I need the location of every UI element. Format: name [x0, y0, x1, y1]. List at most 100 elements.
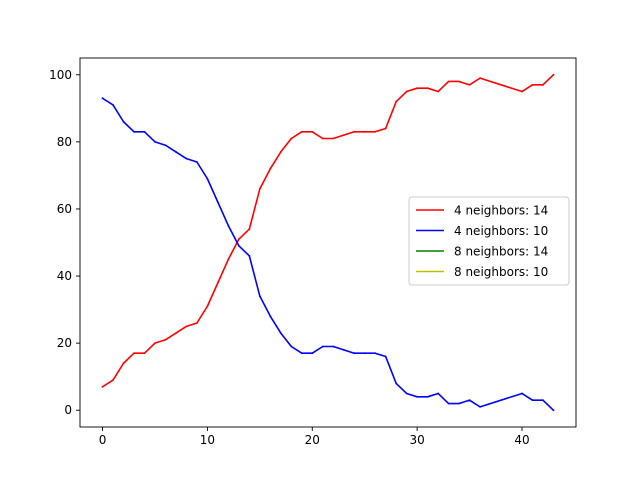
- series-1-point: [332, 137, 335, 140]
- series-1-point: [101, 385, 104, 388]
- series-1-point: [384, 127, 387, 130]
- series-1-point: [416, 87, 419, 90]
- series-2-point: [185, 157, 188, 160]
- series-2-point: [101, 97, 104, 100]
- series-2-point: [143, 130, 146, 133]
- series-2-point: [269, 315, 272, 318]
- x-tick-label: 10: [200, 433, 215, 447]
- series-1-point: [133, 352, 135, 355]
- series-1-point: [290, 137, 293, 140]
- series-1-point: [300, 130, 303, 133]
- series-2-point: [479, 405, 481, 408]
- series-1-point: [122, 362, 125, 365]
- series-1-point: [311, 130, 314, 133]
- series-1-point: [395, 100, 398, 103]
- x-tick-label: 30: [409, 433, 424, 447]
- series-2-point: [290, 345, 293, 348]
- series-1-point: [374, 130, 377, 133]
- series-2-point: [133, 130, 135, 133]
- series-2-point: [521, 392, 523, 395]
- series-2-point: [332, 345, 335, 348]
- series-1-point: [437, 90, 440, 93]
- series-1-point: [154, 342, 156, 345]
- series-1-point: [216, 281, 219, 284]
- series-1-point: [405, 90, 408, 93]
- series-2-point: [248, 255, 251, 257]
- series-2-point: [154, 140, 156, 143]
- series-2-point: [552, 409, 555, 412]
- series-2-point: [279, 332, 282, 334]
- series-1-point: [458, 80, 460, 83]
- legend-label: 8 neighbors: 10: [454, 265, 548, 279]
- legend-box: [408, 196, 570, 286]
- y-tick-label: 100: [49, 68, 72, 82]
- series-2-point: [342, 348, 345, 351]
- x-tick-label: 40: [514, 433, 529, 447]
- series-2-point: [531, 399, 534, 402]
- series-2-point: [175, 151, 177, 153]
- series-1-point: [321, 137, 324, 140]
- series-2-point: [384, 355, 387, 358]
- legend-label: 8 neighbors: 14: [454, 245, 548, 259]
- series-2-point: [258, 295, 261, 298]
- series-2-point: [468, 399, 471, 402]
- series-2-point: [395, 382, 398, 385]
- series-2-point: [227, 224, 230, 227]
- series-1-point: [531, 83, 534, 86]
- series-1-point: [542, 83, 544, 86]
- series-1-point: [342, 134, 345, 137]
- series-1-point: [353, 130, 356, 133]
- series-1-point: [112, 379, 114, 381]
- y-tick-label: 0: [64, 403, 72, 417]
- series-1-point: [143, 352, 146, 355]
- series-2-point: [196, 161, 198, 163]
- series-1-point: [269, 167, 272, 170]
- series-1-point: [258, 187, 261, 190]
- series-1-point: [426, 87, 429, 90]
- series-2-point: [164, 144, 167, 147]
- series-1-point: [175, 332, 177, 334]
- series-1-point: [237, 238, 240, 241]
- series-1-point: [248, 228, 251, 230]
- x-tick-label: 20: [305, 433, 320, 447]
- series-1-point: [279, 151, 282, 153]
- series-1-point: [363, 130, 366, 133]
- series-1-point: [447, 80, 450, 83]
- series-2-point: [206, 177, 209, 180]
- series-2-point: [353, 352, 356, 355]
- series-2-point: [122, 120, 125, 123]
- y-tick-label: 40: [57, 269, 72, 283]
- series-1-point: [227, 258, 230, 261]
- series-2-point: [542, 399, 544, 402]
- series-2-point: [311, 352, 314, 355]
- y-tick-label: 80: [57, 135, 72, 149]
- x-tick-label: 0: [99, 433, 107, 447]
- series-1-point: [196, 322, 198, 324]
- series-1-point: [468, 83, 471, 86]
- series-2-point: [374, 352, 377, 355]
- series-2-point: [416, 395, 419, 398]
- series-2-point: [300, 352, 303, 355]
- legend-label: 4 neighbors: 10: [454, 224, 548, 238]
- series-2-point: [216, 201, 219, 204]
- series-1-point: [552, 73, 555, 76]
- series-1-point: [164, 338, 167, 341]
- series-1-point: [521, 90, 523, 93]
- series-2-point: [447, 402, 450, 405]
- y-tick-label: 20: [57, 336, 72, 350]
- legend-label: 4 neighbors: 14: [454, 204, 548, 218]
- series-2-point: [363, 352, 366, 355]
- series-1-point: [185, 325, 188, 328]
- series-2-point: [112, 104, 114, 106]
- series-2-point: [321, 345, 324, 348]
- series-1-point: [206, 305, 209, 308]
- series-2-point: [405, 392, 408, 395]
- series-1-point: [479, 77, 481, 80]
- series-2-point: [437, 392, 440, 395]
- series-2-point: [237, 244, 240, 247]
- series-2-point: [458, 402, 460, 405]
- series-2-point: [426, 395, 429, 398]
- axes-frame: [79, 57, 577, 428]
